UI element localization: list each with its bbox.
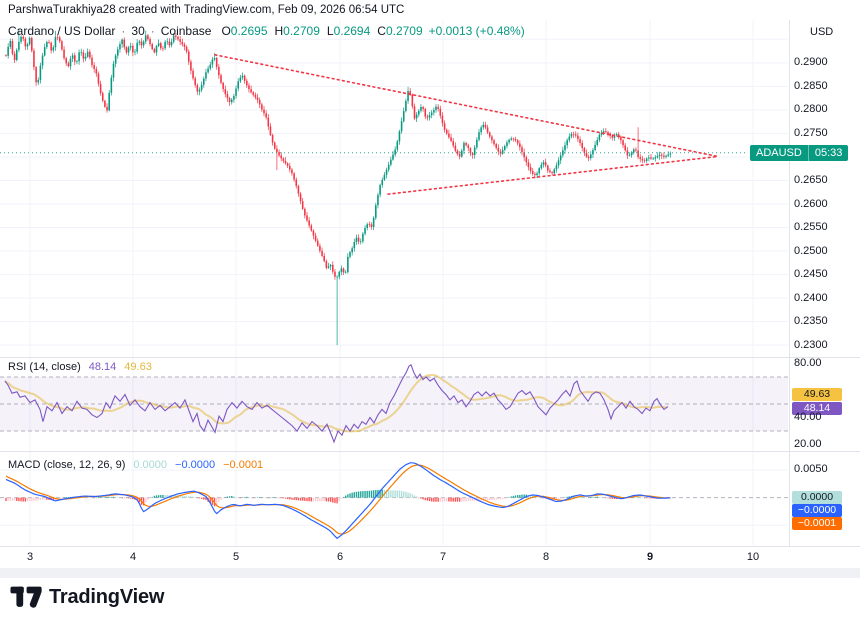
rsi-line	[4, 363, 669, 444]
chart-canvas[interactable]	[0, 0, 860, 578]
chart-container[interactable]: ParshwaTurakhiya28 created with TradingV…	[0, 0, 860, 578]
rsi-ma-line	[4, 374, 667, 433]
tradingview-logo[interactable]: TradingView	[10, 584, 164, 610]
trendline-lower[interactable]	[387, 155, 719, 195]
trendline-upper[interactable]	[214, 54, 719, 158]
tradingview-logo-icon	[10, 586, 42, 608]
tradingview-logo-text: TradingView	[49, 585, 165, 608]
bottom-strip	[0, 568, 860, 578]
macd-signal-line	[5, 464, 671, 535]
macd-line	[5, 462, 671, 540]
